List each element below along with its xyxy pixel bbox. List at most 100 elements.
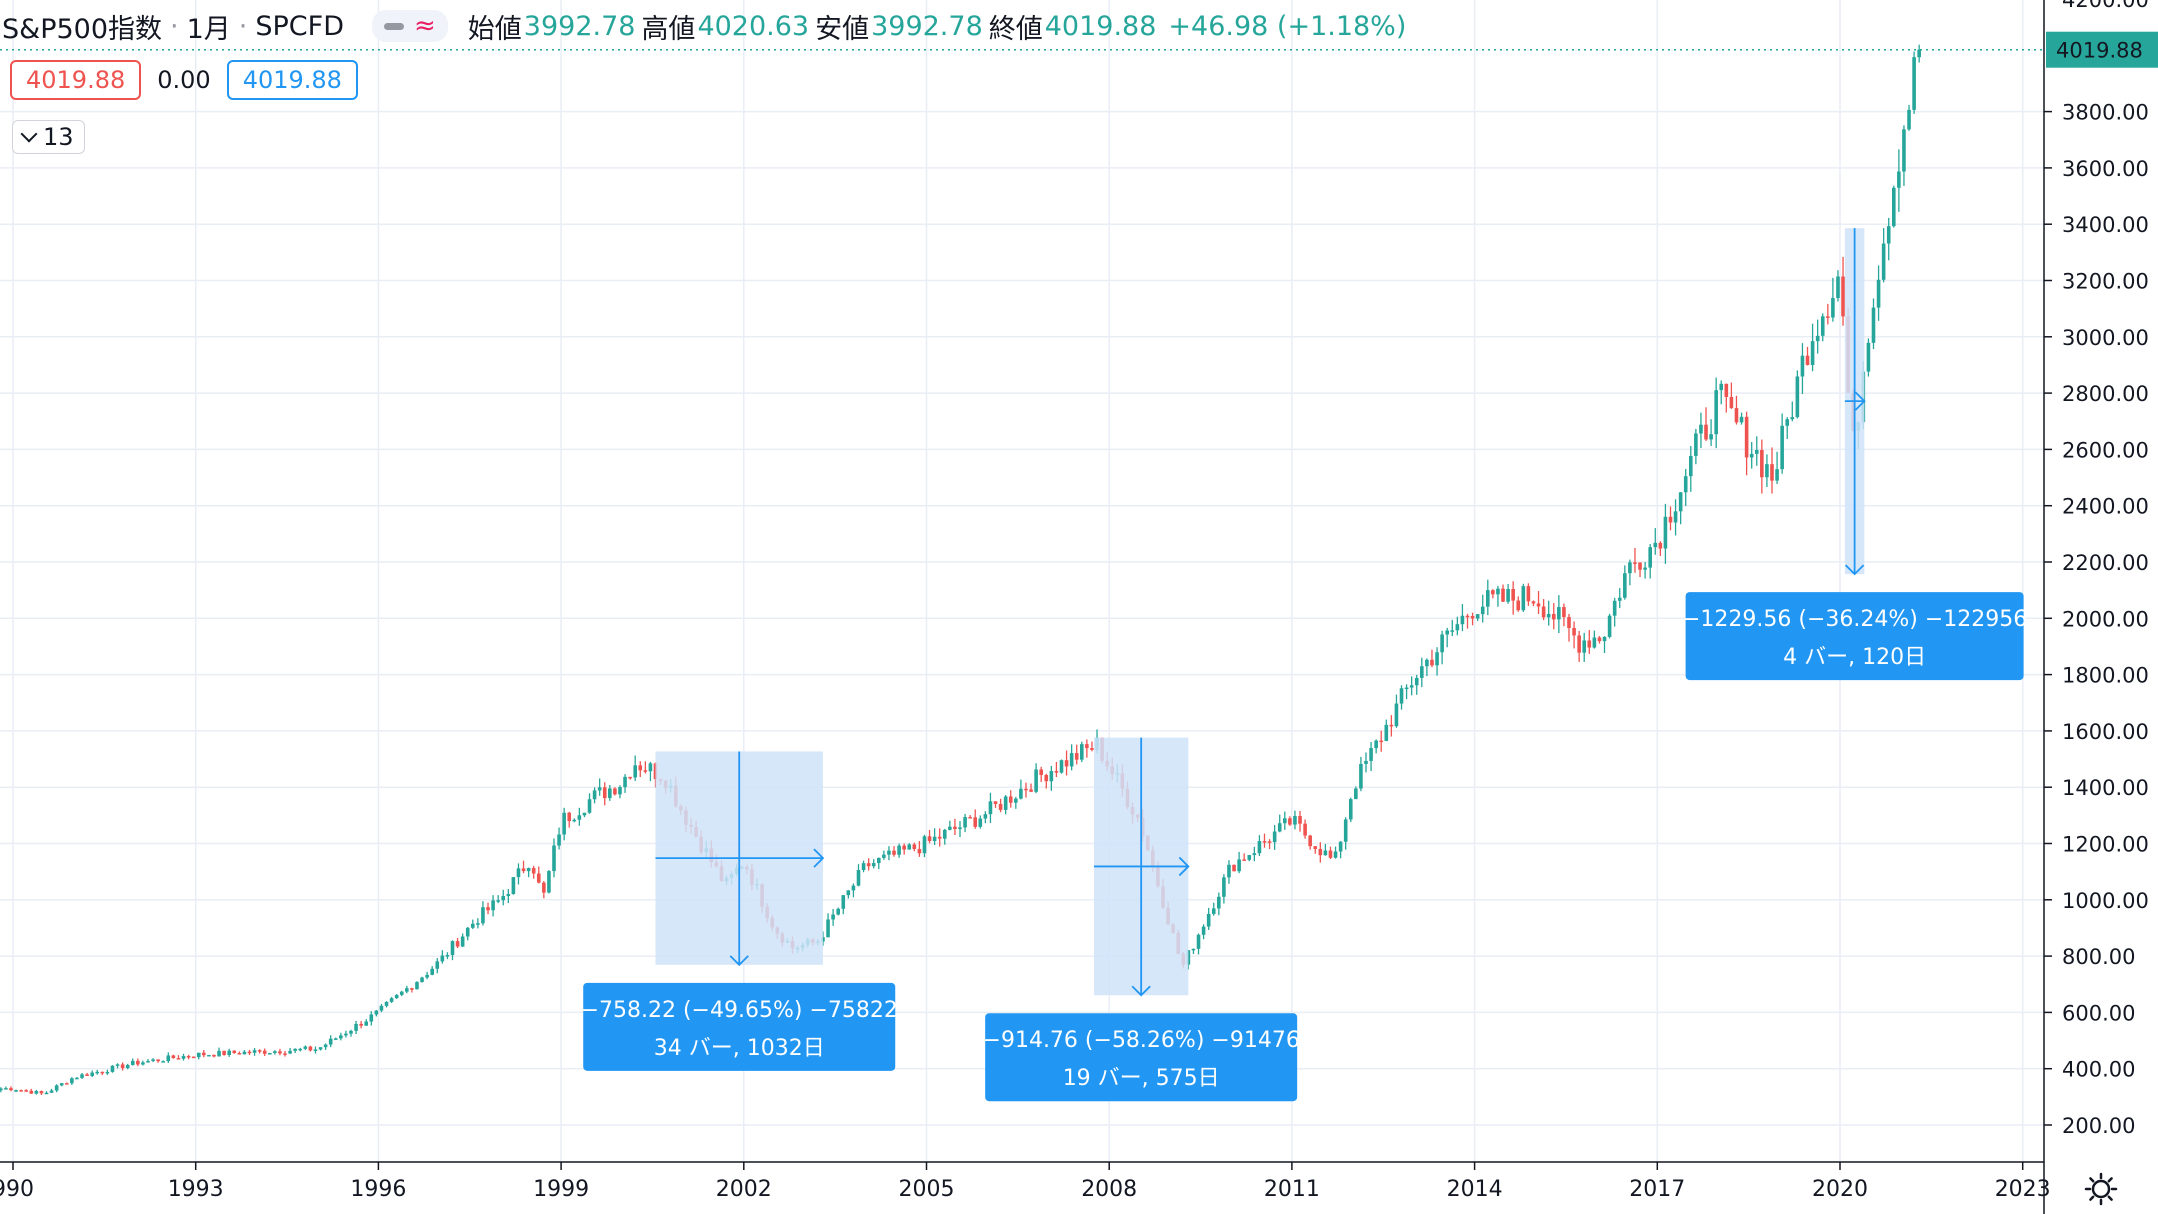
candle-body: [506, 894, 511, 897]
candle-body: [516, 868, 521, 878]
high-value: 4020.63: [697, 10, 810, 42]
collapse-indicators-button[interactable]: 13: [12, 120, 85, 154]
candle-body: [1516, 600, 1521, 611]
candle-body: [907, 844, 912, 850]
candle-body: [425, 974, 429, 978]
price-tick-label: 3400.00: [2062, 213, 2149, 237]
grid-lines: [0, 0, 2044, 1162]
candle-body: [1409, 685, 1414, 688]
candle-body: [1749, 453, 1754, 458]
open-value: 3992.78: [523, 10, 636, 42]
candle-body: [1765, 464, 1769, 478]
candle-body: [39, 1091, 44, 1094]
candle-body: [1440, 634, 1444, 653]
candle-body: [1785, 419, 1790, 426]
candle-body: [932, 836, 937, 842]
price-tick-label: 2800.00: [2062, 382, 2149, 406]
candle-body: [105, 1071, 110, 1074]
candle-body: [19, 1090, 23, 1092]
candle-body: [1298, 816, 1302, 824]
candle-body: [470, 923, 475, 928]
candle-body: [1475, 614, 1480, 619]
measure-label-line2: 4 バー, 120日: [1783, 645, 1926, 670]
candle-body: [369, 1014, 374, 1022]
interval-label[interactable]: 1月: [186, 13, 231, 45]
candle-body: [394, 994, 399, 999]
candle-body: [618, 787, 622, 795]
candle-body: [1800, 355, 1805, 377]
candle-body: [384, 1001, 389, 1006]
candle-body: [1252, 853, 1257, 856]
candle-body: [1247, 855, 1252, 860]
candle-body: [856, 870, 861, 886]
high-label: 高値: [641, 13, 696, 45]
candle-body: [1704, 424, 1708, 440]
candle-body: [171, 1055, 176, 1059]
price-tick-label: 3800.00: [2062, 101, 2149, 125]
candle-body: [1389, 724, 1394, 727]
candle-body: [602, 787, 607, 799]
candle-body: [887, 850, 891, 855]
candle-body: [1465, 615, 1470, 618]
candle-body: [1242, 859, 1246, 861]
candle-body: [1577, 635, 1581, 653]
candle-body: [481, 907, 485, 924]
candle-body: [120, 1064, 125, 1069]
candle-body: [252, 1050, 257, 1053]
last-price-badge: [2046, 31, 2158, 68]
low-value: 3992.78: [871, 10, 983, 42]
indicator-count: 13: [43, 123, 74, 151]
minus-icon[interactable]: [383, 22, 404, 30]
candle-body: [597, 787, 602, 791]
candle-body: [90, 1072, 94, 1076]
candle-body: [1841, 276, 1845, 317]
candle-body: [1815, 335, 1820, 342]
gear-icon[interactable]: [2084, 1172, 2118, 1206]
candle-body: [1064, 760, 1069, 767]
price-tick-label: 1800.00: [2062, 664, 2149, 688]
candle-body: [1678, 492, 1683, 512]
candle-body: [349, 1030, 353, 1034]
candle-body: [146, 1060, 150, 1063]
candle-body: [1019, 788, 1023, 799]
buy-price-box[interactable]: 4019.88: [226, 60, 358, 100]
candle-body: [217, 1050, 221, 1057]
candle-body: [1886, 226, 1891, 244]
candle-body: [85, 1074, 89, 1076]
candle-body: [1282, 818, 1287, 824]
candle-body: [278, 1051, 282, 1054]
price-tick-label: 1600.00: [2062, 720, 2149, 744]
candle-body: [1328, 850, 1333, 858]
candle-body: [552, 845, 556, 872]
time-tick-label: 1999: [533, 1177, 589, 1202]
candle-body: [1688, 455, 1693, 477]
candle-body: [608, 788, 612, 799]
candle-body: [1420, 666, 1424, 678]
candle-body: [1719, 383, 1724, 391]
time-tick-label: 990: [0, 1177, 34, 1202]
time-tick-label: 2020: [1812, 1177, 1868, 1202]
candle-body: [308, 1046, 313, 1051]
candle-body: [344, 1033, 348, 1036]
wave-icon[interactable]: ≈: [413, 11, 436, 41]
symbol-name[interactable]: S&P500指数: [2, 13, 163, 45]
candle-body: [1836, 276, 1840, 299]
candle-body: [1546, 613, 1551, 618]
candle-body: [1567, 617, 1571, 629]
candle-body: [298, 1048, 303, 1051]
candle-body: [247, 1051, 252, 1054]
sell-price-box[interactable]: 4019.88: [10, 60, 142, 100]
candle-body: [125, 1065, 130, 1069]
candle-body: [1348, 799, 1353, 820]
candle-body: [882, 854, 886, 858]
candle-body: [1374, 740, 1378, 749]
candle-body: [80, 1074, 84, 1078]
candle-body: [273, 1051, 277, 1053]
candle-body: [1359, 763, 1363, 789]
source-label: SPCFD: [255, 10, 344, 42]
candle-body: [521, 868, 526, 872]
candle-body: [978, 818, 983, 827]
candle-body: [161, 1061, 166, 1063]
indicator-toggle[interactable]: ≈: [371, 10, 448, 42]
